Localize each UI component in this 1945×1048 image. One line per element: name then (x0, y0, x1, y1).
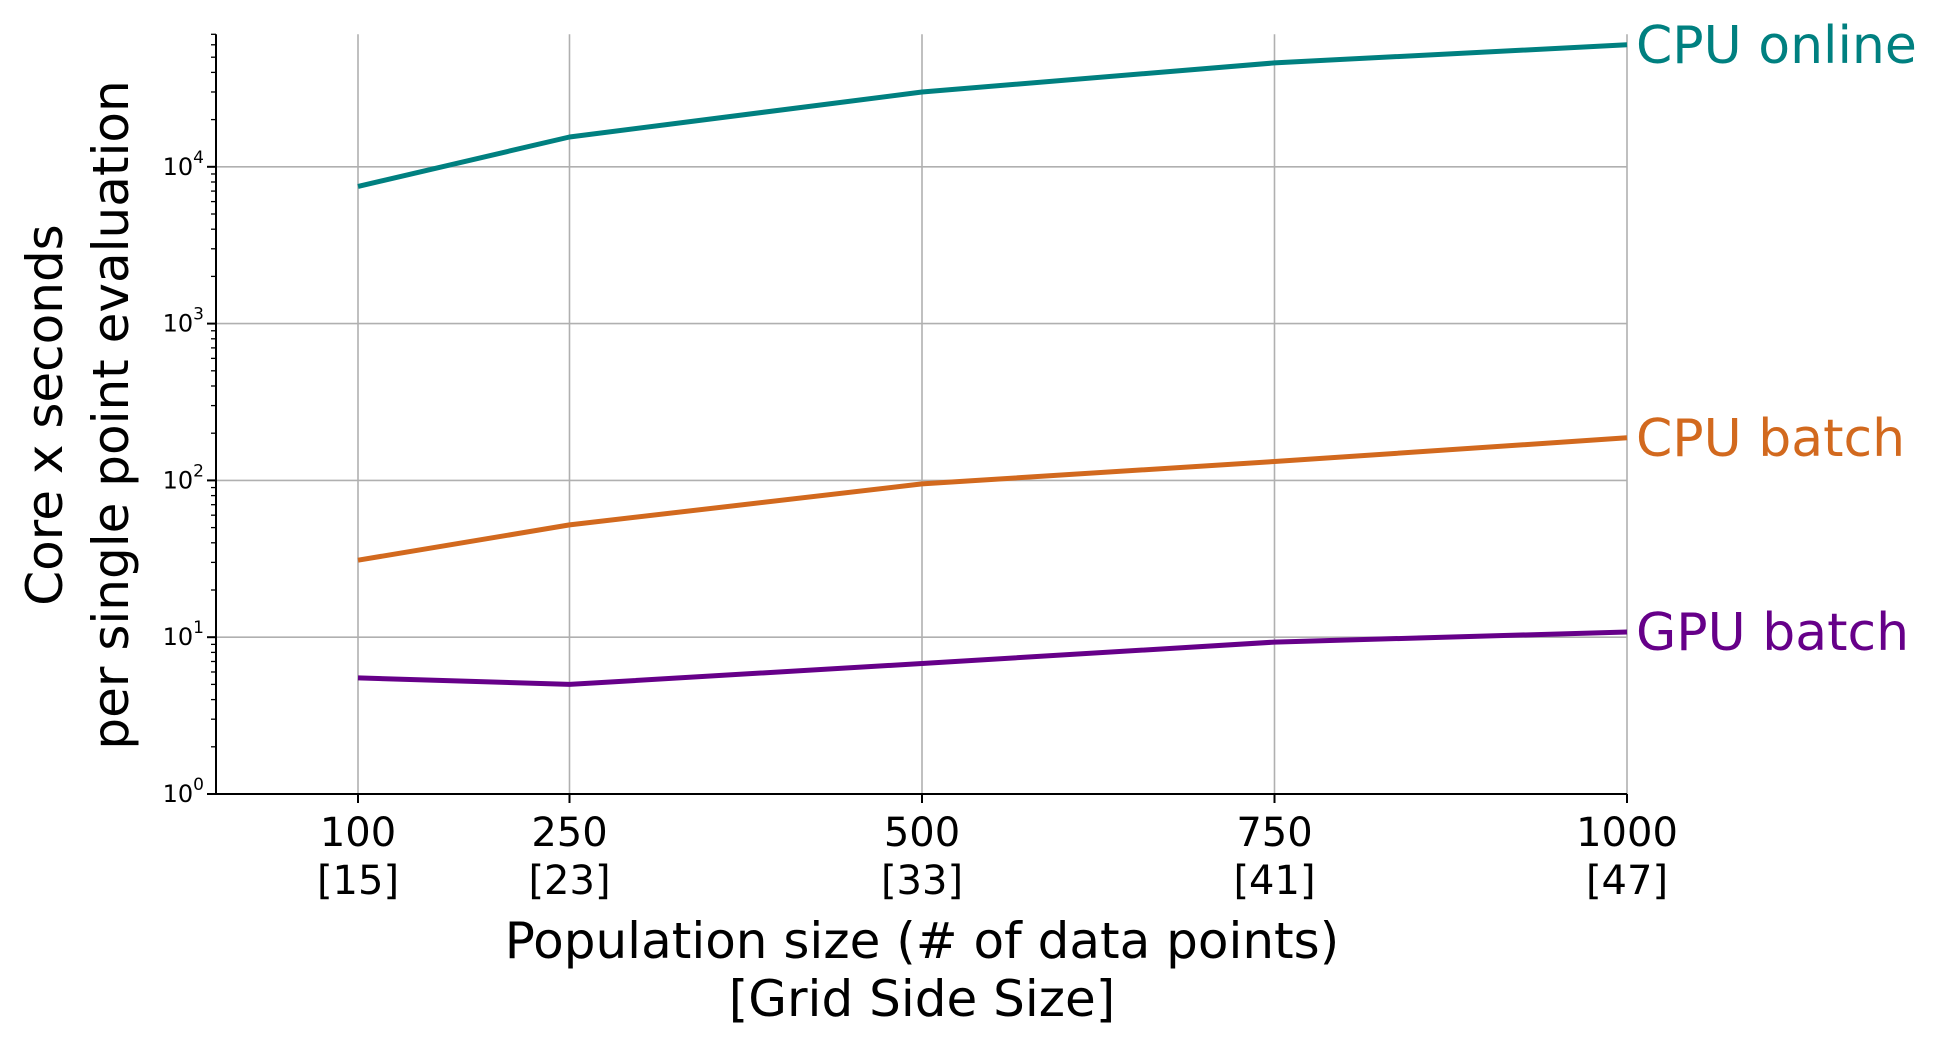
x-tick-sublabel: [15] (317, 858, 399, 904)
series-label: CPU batch (1636, 409, 1905, 469)
x-tick-label: 500 (884, 810, 960, 856)
x-tick-sublabel: [41] (1233, 858, 1315, 904)
x-tick-sublabel: [33] (881, 858, 963, 904)
x-tick-label: 250 (531, 810, 607, 856)
x-axis-title: [Grid Side Size] (729, 970, 1116, 1028)
x-axis-title: Population size (# of data points) (505, 912, 1339, 970)
y-tick-label: 100 (163, 775, 204, 808)
y-tick-label: 104 (163, 148, 204, 181)
grid (216, 34, 1628, 794)
x-tick-sublabel: [23] (528, 858, 610, 904)
x-tick-label: 750 (1236, 810, 1312, 856)
y-axis-title: per single point evaluation (82, 80, 140, 749)
series-label: GPU batch (1636, 603, 1909, 663)
x-tick-sublabel: [47] (1586, 858, 1668, 904)
x-tick-label: 100 (320, 810, 396, 856)
labels: 100101102103104100[15]250[23]500[33]750[… (16, 16, 1917, 1028)
x-tick-label: 1000 (1576, 810, 1678, 856)
series-lines (357, 42, 1628, 687)
y-tick-label: 102 (163, 461, 204, 494)
y-axis-title: Core x seconds (16, 224, 74, 605)
series-line (357, 42, 1628, 189)
series-label: CPU online (1636, 16, 1917, 76)
y-tick-label: 103 (163, 305, 204, 338)
axes (207, 33, 1628, 803)
y-tick-label: 101 (163, 618, 204, 651)
series-line (357, 435, 1628, 563)
series-line (357, 629, 1628, 687)
